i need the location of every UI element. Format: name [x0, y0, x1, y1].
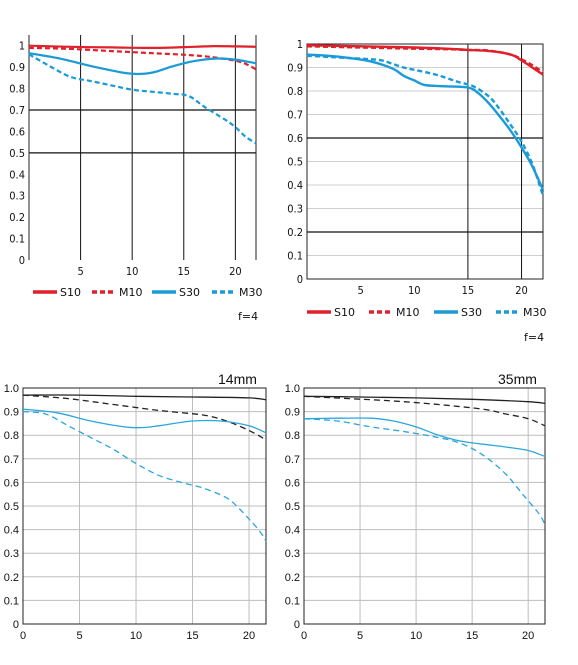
y-tick-label: 0.5 [4, 501, 19, 513]
plot-frame [22, 387, 267, 625]
legend-label: M30 [523, 306, 547, 319]
x-tick-label: 5 [77, 265, 83, 278]
y-tick-label: 0.7 [287, 109, 303, 122]
y-tick-label: 0.4 [9, 168, 25, 181]
y-tick-label: 0.1 [9, 233, 25, 246]
x-tick-label: 20 [522, 630, 534, 642]
y-tick-label: 0.2 [285, 572, 300, 584]
x-tick-label: 20 [243, 630, 255, 642]
y-tick-label: 0.2 [287, 226, 303, 239]
series-line-m10 [306, 45, 544, 74]
series-line-4 [303, 418, 546, 526]
x-tick-label: 15 [466, 630, 478, 642]
series-line-m30 [306, 54, 545, 196]
y-tick-label: 0.3 [285, 548, 300, 560]
x-tick-label: 15 [462, 284, 475, 297]
y-tick-label: 0.7 [285, 454, 300, 466]
series-line-3 [303, 417, 546, 458]
series-line-2 [303, 395, 546, 427]
y-tick-label: 0.8 [9, 83, 25, 96]
series-line-2 [22, 394, 267, 441]
y-tick-label: 0.9 [287, 62, 303, 75]
y-tick-label: 0 [294, 619, 300, 631]
y-tick-label: 0 [19, 254, 25, 267]
x-tick-label: 15 [177, 265, 190, 278]
legend-label: S10 [334, 306, 355, 319]
y-tick-label: 0.7 [9, 104, 25, 117]
y-tick-label: 0.3 [9, 190, 25, 203]
chart-title: 35mm [498, 371, 537, 387]
y-tick-label: 0.6 [287, 132, 303, 145]
legend-label: S10 [60, 286, 81, 299]
series-line-m30 [28, 53, 257, 145]
mtf-chart-3: 0 0.1 0.2 0.3 0.4 0.5 0.6 0.7 0.8 0.9 1.0 0 5 10 15 20 1… [4, 371, 267, 642]
y-tick-label: 0.9 [4, 407, 19, 419]
y-tick-label: 0 [13, 619, 19, 631]
series-line-3 [22, 408, 267, 434]
x-tick-label: 20 [515, 284, 528, 297]
plot-frame [306, 43, 544, 280]
y-tick-label: 0.2 [9, 211, 25, 224]
aperture-note: f=4 [238, 310, 258, 323]
x-tick-label: 5 [357, 284, 363, 297]
x-tick-label: 0 [20, 630, 26, 642]
x-tick-label: 15 [186, 630, 198, 642]
x-tick-label: 10 [126, 265, 139, 278]
series-line-s30 [28, 52, 257, 76]
y-tick-label: 0.5 [285, 501, 300, 513]
series-line-s10 [306, 44, 544, 76]
y-tick-label: 0.4 [4, 525, 19, 537]
legend-label: M10 [119, 286, 143, 299]
x-tick-label: 10 [130, 630, 142, 642]
y-tick-label: 0.5 [9, 147, 25, 160]
y-tick-label: 0.3 [4, 548, 19, 560]
aperture-note: f=4 [524, 331, 544, 344]
y-tick-label: 0.1 [4, 595, 19, 607]
series-line-4 [22, 410, 267, 542]
legend-label: M30 [239, 286, 263, 299]
y-tick-label: 0 [297, 273, 303, 286]
series-line-1 [22, 394, 267, 401]
y-tick-label: 0.1 [285, 595, 300, 607]
y-tick-label: 0.8 [4, 430, 19, 442]
y-tick-label: 0.4 [287, 179, 303, 192]
y-tick-label: 1.0 [4, 383, 19, 395]
y-tick-label: 0.6 [285, 477, 300, 489]
legend-label: S30 [179, 286, 200, 299]
y-tick-label: 1 [297, 38, 303, 51]
y-tick-label: 0.3 [287, 203, 303, 216]
series-line-s30 [306, 53, 545, 191]
y-tick-label: 0.8 [287, 85, 303, 98]
y-tick-label: 1.0 [285, 383, 300, 395]
y-tick-label: 0.4 [285, 525, 300, 537]
mtf-chart-4: 0 0.1 0.2 0.3 0.4 0.5 0.6 0.7 0.8 0.9 1.0 0 5 10 15 20 3… [285, 371, 546, 642]
series-line-1 [303, 395, 546, 404]
x-tick-label: 5 [76, 630, 82, 642]
y-tick-label: 0.8 [285, 430, 300, 442]
x-tick-label: 10 [410, 630, 422, 642]
legend-label: S30 [461, 306, 482, 319]
legend-label: M10 [396, 306, 420, 319]
y-tick-label: 0.6 [9, 125, 25, 138]
y-tick-label: 0.6 [4, 477, 19, 489]
y-tick-label: 0.5 [287, 156, 303, 169]
y-tick-label: 0.2 [4, 572, 19, 584]
x-tick-label: 5 [357, 630, 363, 642]
y-tick-label: 0.1 [287, 250, 303, 263]
y-tick-label: 0.9 [9, 61, 25, 74]
y-tick-label: 1 [19, 40, 25, 53]
y-tick-label: 0.9 [285, 407, 300, 419]
x-tick-label: 0 [301, 630, 307, 642]
x-tick-label: 20 [229, 265, 242, 278]
chart-title: 14mm [218, 371, 257, 387]
plot-frame [303, 387, 546, 625]
y-tick-label: 0.7 [4, 454, 19, 466]
series-line-s10 [28, 44, 257, 50]
x-tick-label: 10 [408, 284, 421, 297]
